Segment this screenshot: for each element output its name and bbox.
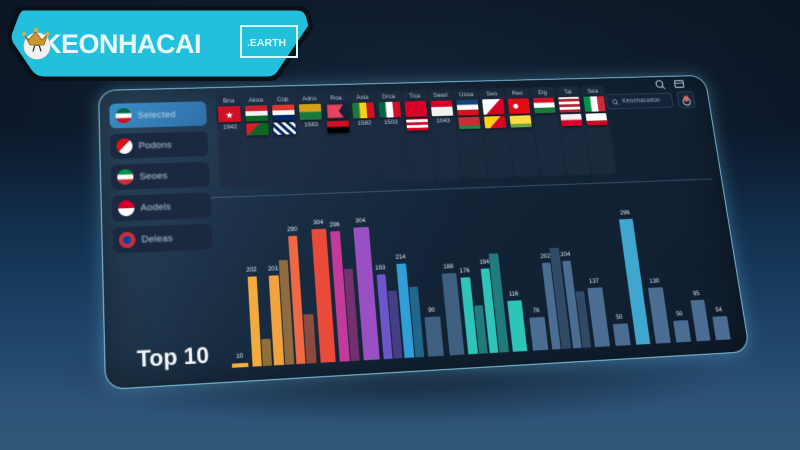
svg-text:.EARTH: .EARTH [247,37,286,49]
svg-text:KEONHACAI: KEONHACAI [42,29,201,59]
